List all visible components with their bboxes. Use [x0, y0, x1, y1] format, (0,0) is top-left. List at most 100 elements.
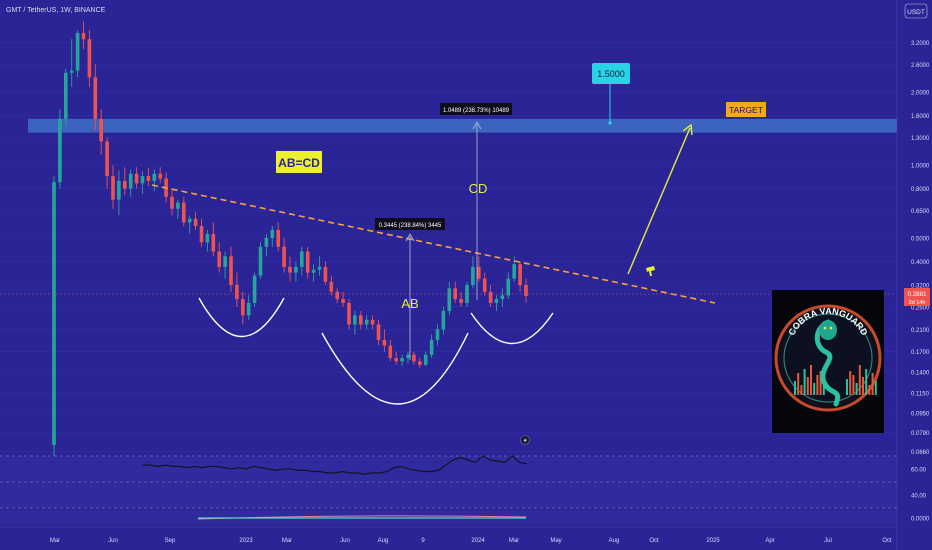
indicator-tick-label: 60.00 — [911, 468, 927, 474]
candle-body — [123, 180, 127, 189]
hammer-icon — [646, 266, 655, 276]
candle-body — [134, 173, 139, 184]
price-tick-label: 0.0950 — [911, 411, 930, 417]
candle-body — [58, 118, 62, 183]
time-tick-label: May — [550, 538, 561, 544]
logo-candle — [852, 375, 855, 395]
logo-candle — [800, 385, 803, 395]
candle-body — [494, 299, 499, 303]
logo-candle — [797, 373, 800, 395]
time-tick-label: Mar — [509, 538, 519, 544]
candle-body — [241, 299, 245, 316]
currency-badge[interactable] — [904, 3, 928, 19]
candle-body — [217, 251, 221, 267]
currency-label: USDT — [907, 9, 925, 16]
candle-body — [359, 315, 363, 325]
logo-candle — [813, 383, 816, 395]
logo-candle — [858, 365, 861, 395]
logo-candle — [868, 385, 871, 395]
cd-measure-box — [440, 103, 512, 115]
candle-body — [347, 302, 351, 325]
ab-measure-box — [375, 218, 445, 230]
candle-body — [223, 256, 227, 267]
projection-arrowhead — [682, 123, 693, 136]
cobra-eye-right — [829, 326, 833, 330]
price-tick-label: 0.1700 — [911, 350, 930, 356]
candle-body — [394, 358, 398, 362]
countdown-value: 2d 14h — [909, 300, 926, 306]
candle-body — [199, 226, 204, 243]
candle-body — [176, 202, 180, 209]
target-zone — [28, 118, 898, 133]
candle-body — [258, 246, 263, 276]
left-cup-arc — [198, 297, 285, 337]
candle-body — [477, 266, 481, 279]
candle-body — [500, 295, 505, 300]
price-tick-label: 0.1400 — [911, 371, 930, 377]
candle-body — [193, 218, 198, 227]
cobra-vanguard-logo: COBRA VANGUARD — [772, 290, 884, 433]
time-tick-label: 2025 — [706, 538, 720, 544]
logo-candle — [846, 379, 848, 395]
price-tick-label: 0.2100 — [911, 328, 930, 334]
ab-measure-text: 0.3445 (238.84%) 3445 — [379, 223, 442, 229]
logo-candle — [865, 369, 868, 395]
candle-body — [364, 319, 369, 325]
grid-lines — [0, 42, 897, 452]
candle-body — [329, 281, 334, 292]
price-tick-label: 0.3200 — [911, 284, 930, 290]
candle-body — [506, 278, 511, 296]
lightning-glyph — [523, 437, 527, 444]
price-tick-label: 0.2600 — [911, 305, 930, 311]
time-tick-label: Oct — [649, 538, 659, 544]
price-tick-label: 0.8000 — [911, 187, 930, 193]
candle-body — [158, 173, 162, 179]
target-price-dot — [608, 121, 612, 125]
candle-body — [211, 233, 216, 252]
logo-candle — [816, 375, 819, 395]
descending-trendline — [151, 184, 716, 304]
candle-body — [418, 361, 422, 365]
symbol-label: GMT / TetherUS, 1W, BINANCE — [6, 7, 106, 14]
candles — [52, 21, 528, 458]
candle-body — [406, 354, 410, 359]
candle-body — [187, 218, 192, 223]
candle-body — [341, 299, 345, 303]
candle-body — [264, 238, 269, 247]
indicator-tick-label: 40.00 — [911, 494, 927, 500]
price-tick-label: 0.0660 — [911, 450, 930, 456]
candle-body — [370, 319, 375, 325]
logo-candle — [871, 373, 874, 395]
price-axis[interactable] — [897, 0, 932, 550]
target-price-box — [592, 63, 630, 84]
logo-candle — [806, 377, 809, 395]
target-label-box — [726, 102, 766, 117]
candle-body — [441, 311, 446, 330]
time-tick-label: Apr — [765, 538, 774, 544]
price-tick-label: 2.6000 — [911, 63, 930, 69]
candle-body — [376, 324, 381, 340]
right-cup-arc — [470, 312, 554, 345]
candle-body — [353, 315, 357, 325]
time-axis[interactable]: Mar Jun Sep 2023 Mar Jun Aug 9 2024 Mar May Aug Oct 2… — [50, 538, 892, 544]
candle-body — [152, 173, 157, 181]
price-tick-label: 0.4000 — [911, 260, 930, 266]
candle-body — [69, 70, 74, 73]
price-tick-label: 0.1150 — [911, 391, 930, 397]
logo-candle — [822, 379, 825, 395]
logo-candles — [794, 365, 877, 395]
candle-body — [64, 72, 68, 119]
time-tick-label: Sep — [165, 538, 176, 544]
candle-body — [453, 288, 457, 300]
time-tick-label: Aug — [609, 538, 620, 544]
candle-body — [81, 33, 86, 40]
price-tick-label: 3.2000 — [911, 41, 930, 47]
candle-body — [512, 264, 516, 279]
logo-candle — [819, 371, 822, 395]
candle-body — [300, 251, 304, 267]
middle-cup-arc — [321, 332, 469, 405]
indicator-line — [143, 455, 528, 475]
candle-body — [105, 141, 109, 177]
candle-body — [235, 285, 239, 300]
